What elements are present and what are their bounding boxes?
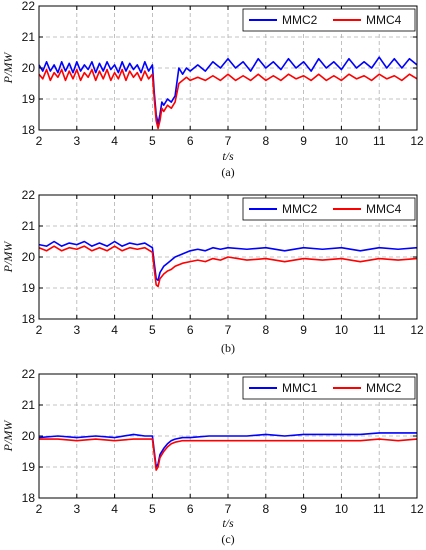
y-tick-label: 21	[22, 219, 36, 233]
chart-panel-2: 2 3 4 5 6 7 8 9 10 11 12 18 19 20 21 22 P/MW MMC2 MMC4 (b)	[1, 188, 424, 355]
legend-label-mmc4: MMC4	[366, 13, 402, 27]
y-tick-label: 20	[22, 429, 36, 443]
x-tick-label: 5	[149, 502, 156, 516]
x-tick-label: 4	[111, 502, 118, 516]
x-tick-label: 12	[410, 134, 424, 148]
x-tick-label: 12	[410, 502, 424, 516]
series-line-mmc2	[38, 56, 418, 125]
legend-label-mmc1: MMC1	[282, 381, 318, 395]
y-tick-label: 22	[22, 0, 36, 13]
x-tick-label: 10	[335, 323, 349, 337]
x-tick-label: 11	[373, 502, 386, 516]
x-tick-label: 8	[262, 134, 269, 148]
legend-box	[242, 197, 416, 221]
x-tick-label: 4	[111, 323, 118, 337]
x-axis-label: t/s	[222, 149, 234, 163]
legend-label-mmc2: MMC2	[366, 381, 402, 395]
x-tick-label: 7	[225, 502, 232, 516]
x-tick-label: 4	[111, 134, 118, 148]
x-tick-label: 2	[36, 134, 43, 148]
y-tick-label: 19	[22, 92, 36, 106]
legend-box	[242, 376, 416, 400]
x-tick-label: 12	[410, 323, 424, 337]
x-tick-label: 3	[73, 323, 80, 337]
panel-caption: (a)	[221, 165, 234, 179]
x-tick-label: 9	[300, 134, 307, 148]
chart-panel-3: 2 3 4 5 6 7 8 9 10 11 12 18 19 20 21 22 P/MW t/s MMC1 MMC2 (…	[1, 367, 424, 546]
x-tick-label: 6	[187, 134, 194, 148]
y-axis-label: P/MW	[1, 52, 15, 85]
series-line-mmc2	[38, 240, 418, 282]
x-tick-label: 11	[373, 323, 386, 337]
legend: MMC1 MMC2	[242, 376, 416, 400]
y-tick-label: 18	[22, 491, 36, 505]
y-tick-label: 21	[22, 30, 36, 44]
chart-panel-1: 2 3 4 5 6 7 8 9 10 11 12 18 19 20 21 22 P/MW t/s MMC2 MMC4 (…	[1, 0, 424, 179]
y-axis-label: P/MW	[1, 241, 15, 274]
series-line-mmc1	[38, 432, 417, 468]
y-tick-label: 22	[22, 188, 36, 202]
series-line-mmc2	[39, 438, 418, 471]
x-tick-label: 3	[73, 502, 80, 516]
x-tick-label: 10	[335, 134, 349, 148]
y-tick-label: 22	[22, 367, 36, 381]
y-tick-label: 18	[22, 123, 36, 137]
y-tick-label: 18	[22, 312, 36, 326]
x-tick-label: 7	[225, 134, 232, 148]
legend: MMC2 MMC4	[242, 197, 416, 221]
x-tick-label: 2	[36, 323, 43, 337]
legend-label-mmc4: MMC4	[366, 202, 402, 216]
x-tick-label: 7	[225, 323, 232, 337]
x-tick-label: 5	[149, 323, 156, 337]
x-tick-label: 2	[36, 502, 43, 516]
y-tick-label: 20	[22, 61, 36, 75]
legend-box	[242, 8, 416, 32]
x-tick-label: 3	[73, 134, 80, 148]
series-line-mmc4	[38, 245, 418, 288]
x-tick-label: 5	[149, 134, 156, 148]
legend-label-mmc2: MMC2	[282, 13, 318, 27]
y-tick-label: 20	[22, 250, 36, 264]
x-tick-label: 8	[262, 502, 269, 516]
x-axis-label: t/s	[222, 516, 234, 530]
y-tick-label: 19	[22, 281, 36, 295]
x-tick-label: 10	[335, 502, 349, 516]
legend: MMC2 MMC4	[242, 8, 416, 32]
y-tick-label: 21	[22, 398, 36, 412]
y-axis-label: P/MW	[1, 420, 15, 453]
x-tick-label: 9	[300, 323, 307, 337]
x-tick-label: 6	[187, 323, 194, 337]
series-line-mmc4	[38, 68, 418, 130]
y-tick-label: 19	[22, 460, 36, 474]
panel-caption: (b)	[221, 341, 235, 355]
x-tick-label: 11	[373, 134, 386, 148]
legend-label-mmc2: MMC2	[282, 202, 318, 216]
panel-caption: (c)	[221, 532, 234, 546]
x-tick-label: 9	[300, 502, 307, 516]
x-tick-label: 6	[187, 502, 194, 516]
x-tick-label: 8	[262, 323, 269, 337]
